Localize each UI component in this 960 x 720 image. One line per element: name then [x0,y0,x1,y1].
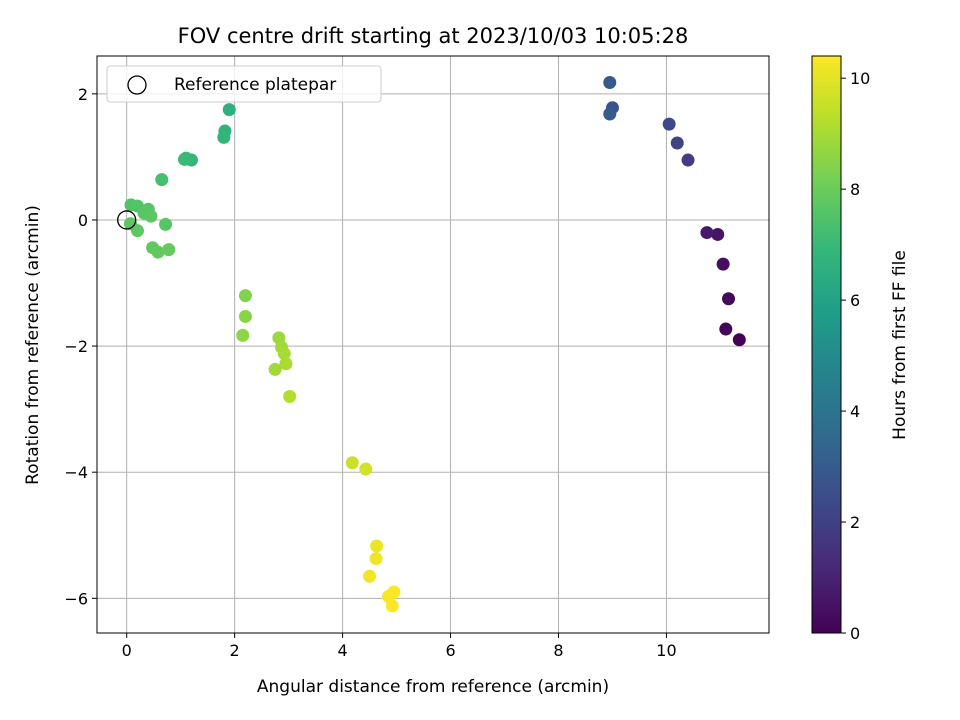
colorbar-tick-label: 0 [850,624,860,643]
data-point [363,569,377,583]
data-point [144,209,158,223]
data-point [279,357,293,371]
data-point [603,107,617,121]
data-point [387,585,401,599]
y-tick-label: −6 [64,589,88,608]
data-point [159,217,173,231]
data-point [283,390,297,404]
colorbar-tick-label: 10 [850,69,870,88]
y-tick-label: 2 [78,85,88,104]
data-point [603,75,617,89]
y-axis-ticks: −6 −4 −2 0 2 [64,85,97,608]
colorbar-tick-label: 8 [850,180,860,199]
data-point [711,227,725,241]
data-point [238,309,252,323]
legend-box [106,65,382,103]
data-point [277,347,291,361]
data-point [681,153,695,167]
colorbar-tick-label: 4 [850,402,860,421]
data-point [130,224,144,238]
data-point [222,103,236,117]
x-tick-label: 10 [656,641,676,660]
data-point [719,322,733,336]
data-point [385,599,399,613]
data-point [268,362,282,376]
data-point [716,257,730,271]
data-point [722,292,736,306]
data-point [238,289,252,303]
x-tick-label: 4 [337,641,347,660]
data-point [177,152,191,166]
plot-frame [96,55,770,634]
colorbar-ticks: 0 2 4 6 8 10 [841,69,870,643]
data-points [123,75,746,613]
data-point [155,173,169,187]
x-tick-label: 0 [122,641,132,660]
x-tick-label: 8 [553,641,563,660]
x-axis-label: Angular distance from reference (arcmin) [257,677,609,697]
legend: Reference platepar [106,65,382,103]
y-tick-label: −4 [64,463,88,482]
data-point [162,243,176,257]
x-axis-ticks: 0 2 4 6 8 10 [122,633,677,660]
x-tick-label: 2 [230,641,240,660]
data-point [370,539,384,553]
colorbar-tick-label: 2 [850,513,860,532]
data-point [236,328,250,342]
data-point [369,552,383,566]
legend-entry: Reference platepar [174,75,336,95]
colorbar-tick-label: 6 [850,291,860,310]
y-axis-label: Rotation from reference (arcmin) [23,205,43,485]
reference-point-marker [117,210,137,230]
colorbar: 0 2 4 6 8 10 Hours from first FF file [811,55,910,643]
y-tick-label: −2 [64,337,88,356]
y-tick-label: 0 [78,211,88,230]
data-point [700,226,714,240]
x-tick-label: 6 [445,641,455,660]
legend-marker-icon [127,75,147,95]
data-point [662,117,676,131]
data-point [217,130,231,144]
plot-background [97,56,769,633]
colorbar-label: Hours from first FF file [890,250,910,440]
data-point [345,456,359,470]
chart-title: FOV centre drift starting at 2023/10/03 … [178,24,689,48]
data-point [732,333,746,347]
data-point [151,245,165,259]
data-point [670,136,684,150]
data-point [359,462,373,476]
colorbar-gradient [811,55,842,634]
